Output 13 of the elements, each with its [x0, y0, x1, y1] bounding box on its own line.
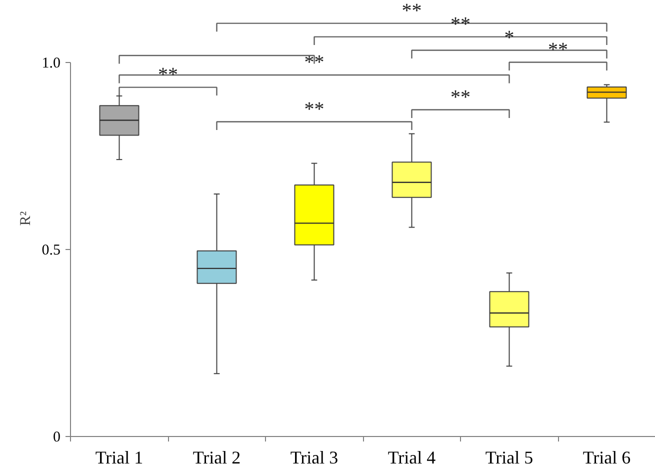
- x-tick-label: Trial 4: [388, 448, 436, 468]
- annotation: **: [304, 98, 324, 120]
- x-tick-label: Trial 5: [485, 448, 534, 468]
- x-tick-label: Trial 6: [582, 448, 631, 468]
- y-tick-label: 1.0: [42, 55, 60, 72]
- y-tick-label: 0.5: [42, 242, 60, 258]
- text: **: [402, 0, 422, 22]
- x-tick-label: Trial 2: [192, 448, 241, 468]
- y-axis-title: R²: [18, 210, 34, 226]
- annotation: **: [450, 86, 470, 108]
- x-tick-label: Trial 3: [290, 448, 338, 468]
- x-tick-label: Trial 1: [95, 448, 144, 468]
- y-tick-label: 0: [53, 430, 60, 446]
